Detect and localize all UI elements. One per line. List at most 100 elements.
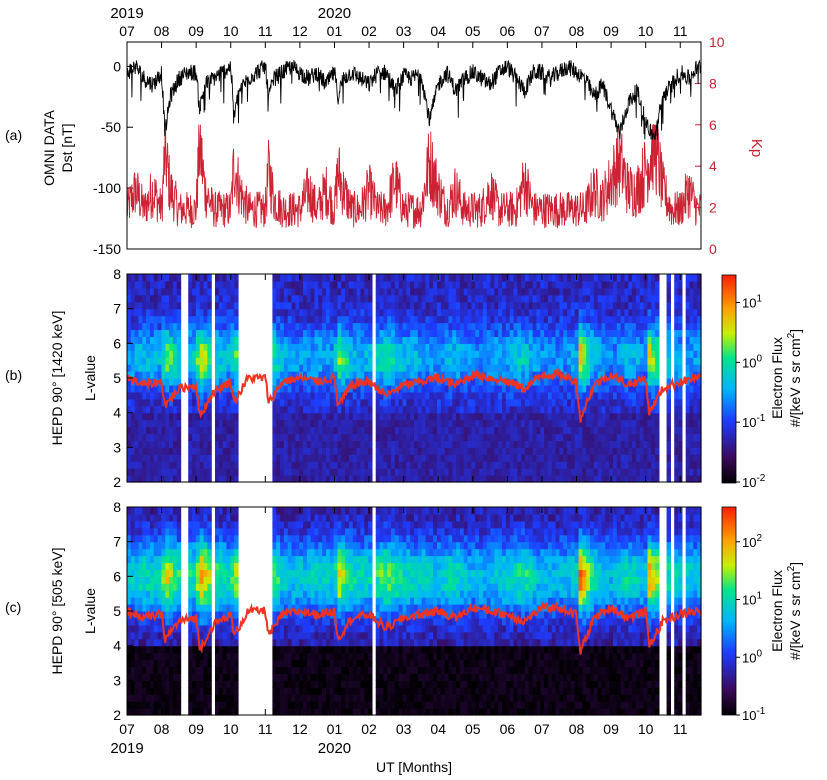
heatmap-cell (429, 412, 434, 421)
heatmap-cell (234, 364, 239, 372)
heatmap-cell (314, 447, 319, 455)
heatmap-cell (586, 308, 591, 317)
heatmap-cell (452, 419, 457, 428)
heatmap-cell (448, 287, 453, 296)
heatmap-cell (276, 527, 281, 536)
heatmap-cell (459, 447, 465, 455)
heatmap-cell (513, 336, 518, 344)
heatmap-cell (689, 454, 694, 462)
heatmap-cell (647, 343, 652, 351)
heatmap-cell (383, 426, 388, 435)
heatmap-cell (276, 419, 281, 428)
heatmap-cell (440, 405, 446, 414)
heatmap-cell (169, 384, 174, 393)
heatmap-cell (146, 364, 151, 372)
heatmap-cell (360, 447, 365, 455)
heatmap-cell (165, 659, 170, 668)
heatmap-cell (276, 336, 281, 344)
heatmap-cell (322, 426, 327, 435)
heatmap-cell (322, 301, 327, 310)
heatmap-cell (352, 343, 358, 351)
heatmap-cell (551, 378, 557, 386)
heatmap-cell (467, 343, 472, 351)
heatmap-cell (693, 426, 698, 435)
heatmap-cell (192, 461, 197, 469)
heatmap-cell (475, 433, 480, 441)
heatmap-cell (176, 694, 182, 702)
heatmap-cell (436, 308, 442, 317)
heatmap-cell (475, 287, 480, 296)
heatmap-cell (161, 562, 166, 570)
heatmap-cell (597, 447, 603, 455)
heatmap-cell (482, 301, 488, 310)
heatmap-cell (199, 433, 205, 441)
heatmap-cell (280, 645, 285, 654)
heatmap-cell (463, 391, 469, 400)
heatmap-cell (593, 287, 599, 296)
heatmap-cell (517, 315, 522, 324)
heatmap-cell (176, 468, 182, 476)
heatmap-cell (540, 343, 545, 351)
heatmap-cell (394, 447, 400, 455)
heatmap-cell (387, 384, 392, 393)
heatmap-cell (360, 315, 365, 324)
heatmap-cell (325, 419, 331, 428)
heatmap-cell (192, 708, 197, 716)
heatmap-cell (127, 617, 132, 626)
heatmap-cell (475, 308, 480, 317)
heatmap-cell (609, 447, 614, 455)
heatmap-cell (337, 468, 342, 476)
heatmap-cell (632, 475, 637, 483)
heatmap-cell (475, 384, 480, 393)
heatmap-cell (490, 322, 495, 331)
heatmap-cell (632, 357, 637, 365)
heatmap-cell (532, 329, 538, 337)
heatmap-cell (153, 513, 159, 522)
heatmap-cell (463, 315, 469, 324)
heatmap-cell (138, 364, 143, 372)
heatmap-cell (169, 541, 174, 550)
heatmap-cell (226, 274, 231, 282)
heatmap-cell (165, 315, 170, 324)
heatmap-cell (207, 611, 212, 619)
heatmap-cell (433, 461, 438, 469)
heatmap-cell (192, 624, 197, 633)
heatmap-cell (391, 391, 396, 400)
heatmap-cell (517, 336, 522, 344)
heatmap-cell (463, 384, 469, 393)
heatmap-cell (203, 294, 208, 303)
heatmap-cell (188, 391, 193, 400)
heatmap-cell (601, 433, 606, 441)
heatmap-cell (502, 294, 507, 303)
heatmap-cell (291, 343, 296, 351)
heatmap-cell (176, 433, 182, 441)
heatmap-cell (678, 461, 683, 469)
heatmap-cell (276, 659, 281, 668)
heatmap-cell (325, 301, 331, 310)
heatmap-cell (586, 329, 591, 337)
heatmap-cell (169, 287, 174, 296)
heatmap-cell (149, 454, 155, 462)
heatmap-cell (283, 371, 289, 379)
heatmap-cell (498, 357, 503, 365)
heatmap-cell (218, 440, 224, 448)
heatmap-cell (678, 371, 683, 379)
heatmap-cell (153, 343, 159, 351)
heatmap-cell (517, 287, 522, 296)
heatmap-cell (524, 280, 530, 289)
heatmap-cell (536, 454, 541, 462)
heatmap-cell (188, 701, 193, 709)
heatmap-cell (337, 391, 342, 400)
heatmap-cell (218, 433, 224, 441)
heatmap-cell (157, 468, 163, 476)
heatmap-cell (536, 301, 541, 310)
heatmap-cell (586, 440, 591, 448)
heatmap-cell (414, 336, 419, 344)
heatmap-cell (425, 405, 430, 414)
heatmap-cell (402, 287, 407, 296)
heatmap-cell (685, 329, 691, 337)
heatmap-cell (635, 454, 641, 462)
heatmap-cell (505, 419, 511, 428)
heatmap-cell (563, 343, 568, 351)
heatmap-cell (394, 343, 400, 351)
